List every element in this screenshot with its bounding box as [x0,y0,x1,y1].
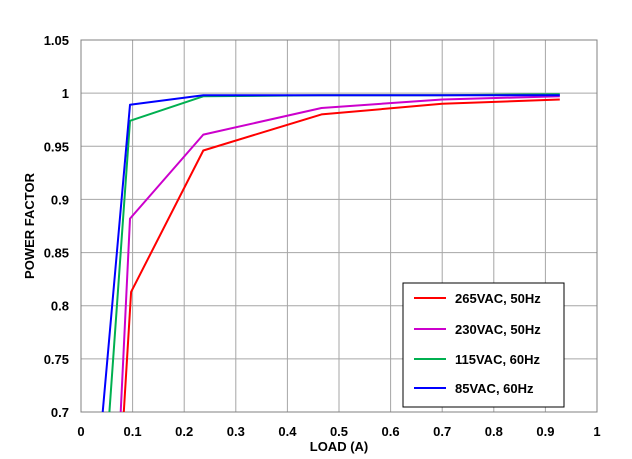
series-layer [101,93,560,413]
x-tick-label: 0.6 [382,424,400,439]
series-line-2 [119,95,560,413]
y-tick-label: 0.7 [51,405,69,420]
y-tick-label: 0.8 [51,299,69,314]
y-tick-label: 1 [62,86,69,101]
y-tick-labels: 1.05 1 0.95 0.9 0.85 0.8 0.75 0.7 [44,33,69,420]
x-tick-label: 0.5 [330,424,348,439]
series-line-4 [101,94,560,413]
legend-box [402,282,565,408]
x-tick-label: 0 [77,424,84,439]
x-tick-label: 0.1 [124,424,142,439]
x-tick-label: 0.4 [278,424,297,439]
x-axis-title: LOAD (A) [310,439,369,454]
plot-area-border [80,39,598,413]
y-tick-label: 0.75 [44,352,69,367]
legend-label-2: 230VAC, 50Hz [455,322,541,337]
legend: 265VAC, 50Hz 230VAC, 50Hz 115VAC, 60Hz 85VA… [402,282,565,408]
y-tick-label: 0.95 [44,139,69,154]
legend-label-3: 115VAC, 60Hz [455,352,541,367]
x-tick-labels: 0 0.1 0.2 0.3 0.4 0.5 0.6 0.7 0.8 0.9 1 [77,424,600,439]
x-tick-label: 0.7 [433,424,451,439]
x-tick-label: 0.2 [175,424,193,439]
legend-label-4: 85VAC, 60Hz [455,381,534,396]
x-tick-label: 0.9 [536,424,554,439]
x-tick-label: 0.3 [227,424,245,439]
y-tick-label: 0.9 [51,192,69,207]
series-line-1 [122,98,560,413]
x-tick-label: 0.8 [485,424,503,439]
legend-label-1: 265VAC, 50Hz [455,291,541,306]
y-tick-label: 0.85 [44,246,69,261]
y-axis-title: POWER FACTOR [22,172,37,279]
y-tick-label: 1.05 [44,33,69,48]
x-tick-label: 1 [593,424,600,439]
